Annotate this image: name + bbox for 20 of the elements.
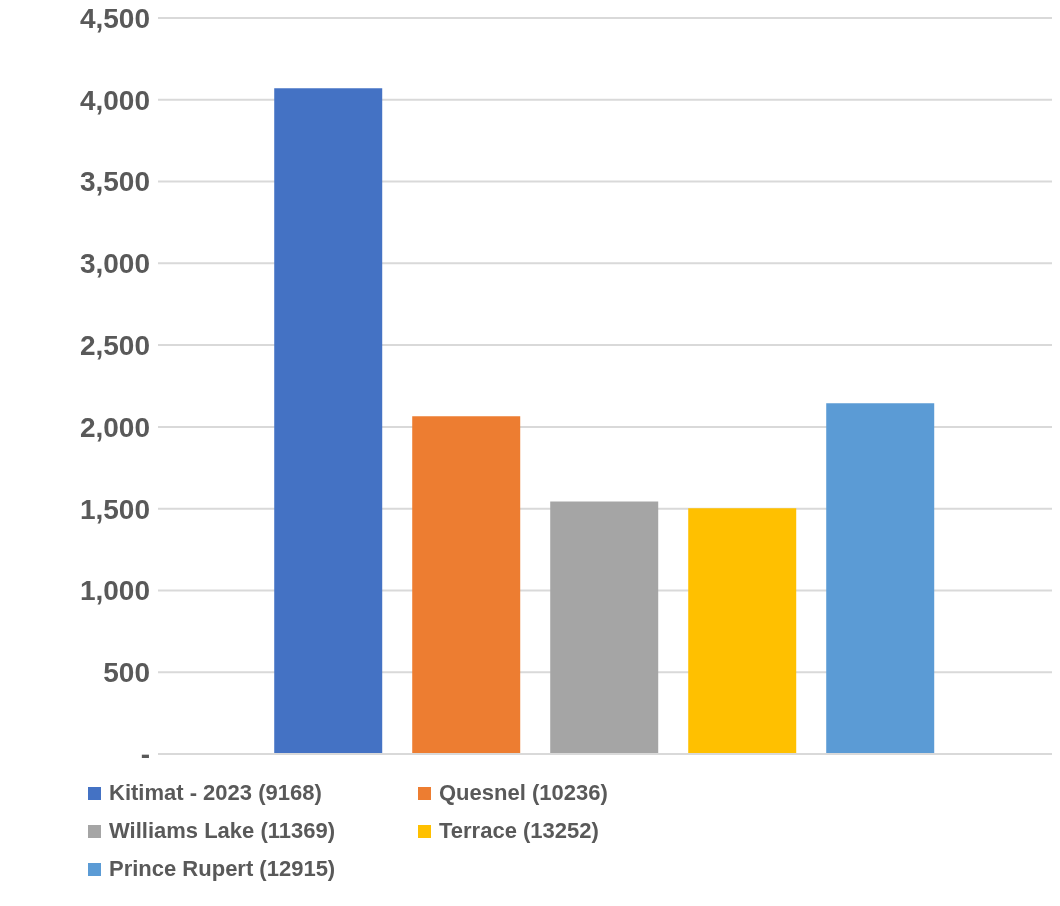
y-tick-label: 3,000 xyxy=(79,248,150,280)
legend-label: Terrace (13252) xyxy=(439,818,599,844)
bar xyxy=(550,501,659,754)
legend-label: Williams Lake (11369) xyxy=(109,818,336,844)
y-tick-label: 3,500 xyxy=(79,166,150,198)
y-tick-label: 1,000 xyxy=(79,575,150,607)
bar xyxy=(274,88,383,754)
bar xyxy=(826,403,935,754)
y-tick-label: 1,500 xyxy=(79,493,150,525)
bar xyxy=(412,416,521,754)
y-tick-label: 2,500 xyxy=(79,330,150,362)
bar xyxy=(688,508,797,754)
y-tick-label: - xyxy=(140,738,150,770)
y-tick-label: 4,000 xyxy=(79,84,150,116)
legend-label: Quesnel (10236) xyxy=(439,780,608,806)
legend-label: Prince Rupert (12915) xyxy=(109,856,336,882)
y-tick-label: 4,500 xyxy=(79,2,150,34)
y-tick-label: 500 xyxy=(103,657,150,689)
legend-label: Kitimat - 2023 (9168) xyxy=(109,780,322,806)
y-tick-label: 2,000 xyxy=(79,411,150,443)
